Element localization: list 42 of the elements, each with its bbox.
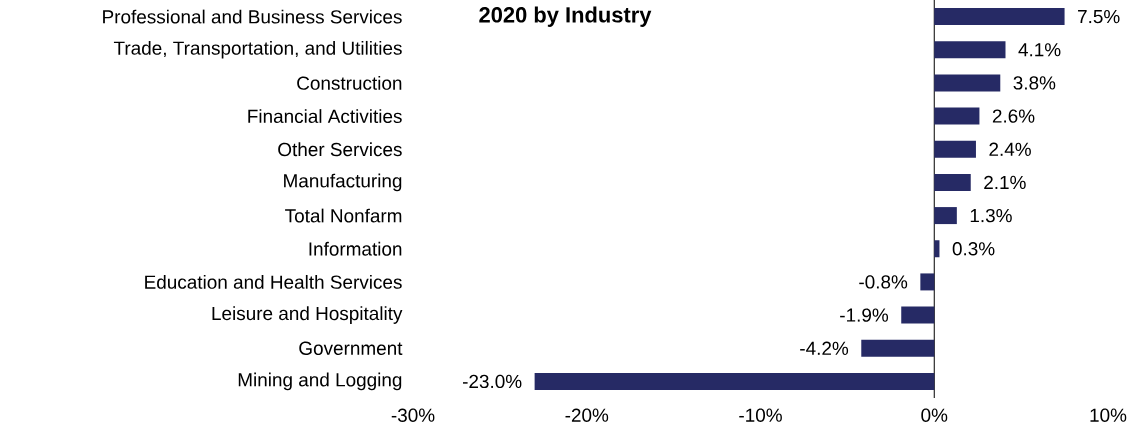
data-label: 3.8%: [1013, 76, 1056, 90]
bar: [934, 41, 1006, 59]
x-tick-label: -20%: [565, 408, 609, 422]
y-tick-label: Total Nonfarm: [285, 208, 402, 223]
y-tick-label: Government: [299, 341, 403, 355]
y-tick-label: Construction: [297, 75, 402, 90]
data-label: 7.5%: [1078, 9, 1120, 24]
bar: [934, 140, 976, 158]
data-label: 2.4%: [989, 142, 1031, 156]
data-label: 2.1%: [984, 175, 1026, 190]
data-label: 2.6%: [992, 109, 1035, 123]
y-tick-label: Financial Activities: [248, 109, 402, 124]
x-tick-label: -10%: [739, 408, 782, 422]
chart-title: 2020 by Industry: [479, 6, 652, 27]
data-label: -4.2%: [800, 341, 849, 355]
data-label: -1.9%: [840, 308, 889, 322]
x-tick-label: 10%: [1090, 408, 1127, 422]
bar: [934, 240, 940, 258]
y-tick-label: Information: [309, 241, 402, 256]
bar: [934, 8, 1065, 26]
bar: [920, 273, 935, 291]
x-tick-label: 0%: [921, 408, 948, 422]
data-label: 0.3%: [952, 242, 995, 256]
y-tick-label: Mining and Logging: [238, 372, 402, 391]
bar: [934, 74, 1001, 92]
y-tick-label: Education and Health Services: [145, 274, 402, 289]
y-tick-label: Professional and Business Services: [103, 9, 402, 24]
bar: [901, 306, 935, 324]
x-tick-label: -30%: [391, 408, 435, 422]
y-tick-label: Trade, Transportation, and Utilities: [113, 40, 402, 59]
bar: [934, 173, 971, 191]
bar: [934, 207, 957, 225]
bar: [534, 372, 935, 390]
data-label: 4.1%: [1018, 43, 1061, 57]
data-label: -23.0%: [462, 374, 522, 389]
y-tick-label: Leisure and Hospitality: [212, 306, 403, 324]
data-label: -0.8%: [859, 275, 908, 289]
bar: [861, 339, 935, 357]
bar: [934, 107, 980, 125]
data-label: 1.3%: [970, 208, 1012, 223]
y-tick-label: Other Services: [278, 142, 402, 157]
y-tick-label: Manufacturing: [284, 173, 402, 192]
